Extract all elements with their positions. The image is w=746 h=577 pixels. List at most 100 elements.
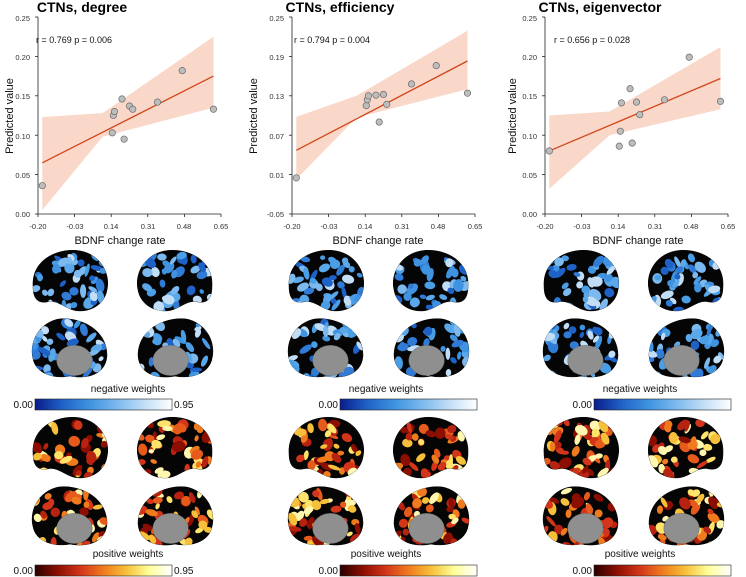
brain-parcel: [311, 500, 322, 511]
brain-parcel: [451, 268, 459, 278]
brain-parcel: [710, 339, 720, 348]
brain-parcel: [89, 291, 98, 302]
brain-parcel: [404, 506, 413, 518]
brain-parcel: [201, 456, 209, 468]
brain-parcel: [347, 505, 357, 513]
brain-parcel: [405, 433, 413, 441]
brain-parcel: [657, 534, 667, 541]
brain-parcel: [86, 332, 97, 343]
brain-parcel: [703, 526, 712, 534]
brain-parcel: [50, 507, 61, 517]
brain-parcel: [328, 291, 339, 300]
brain-parcel: [162, 294, 175, 305]
x-tick-label: 0.31: [141, 222, 156, 231]
brain-parcel: [66, 338, 79, 347]
y-tick-label: 0.20: [15, 53, 30, 62]
brain-parcel: [696, 460, 708, 469]
brain-parcel: [32, 421, 45, 428]
brain-parcel: [668, 431, 678, 444]
brain-parcel: [162, 260, 171, 267]
x-tick-label: -0.20: [536, 222, 553, 231]
brain-parcel: [50, 537, 57, 546]
brain-parcel: [444, 434, 454, 440]
data-point: [118, 95, 126, 103]
brain-parcel: [694, 261, 706, 273]
data-point: [209, 105, 218, 113]
brain-parcel: [456, 351, 462, 360]
brain-parcel: [342, 260, 351, 269]
brain-parcel: [196, 270, 208, 280]
brain-parcel: [563, 288, 572, 297]
brain-parcel: [420, 471, 432, 478]
stat-text-degree: r = 0.769 p = 0.006: [36, 35, 112, 45]
brain-parcel: [595, 335, 603, 349]
data-point: [463, 89, 472, 97]
x-tick-label: -0.03: [320, 222, 337, 231]
brain-parcel: [457, 499, 466, 509]
brain-parcel: [37, 274, 43, 282]
brain-parcel: [311, 341, 318, 349]
brain-parcel: [445, 368, 452, 377]
brain-parcel: [649, 322, 657, 333]
brain-parcel: [402, 438, 413, 448]
brain-parcel: [451, 339, 464, 348]
brain-parcel: [82, 367, 93, 378]
brain-parcel: [662, 458, 669, 465]
brain-parcel: [549, 461, 560, 470]
brain-parcel: [565, 509, 572, 519]
brain-parcel: [681, 295, 691, 304]
brain-parcel: [56, 332, 66, 341]
positive-weights-label-degree: positive weights: [93, 549, 164, 560]
brain-parcel: [561, 542, 572, 546]
brain-parcel: [660, 332, 666, 341]
brain-parcel: [185, 342, 195, 353]
brain-parcel: [333, 332, 341, 341]
colorbar-negative: [34, 398, 173, 411]
brain-parcel: [708, 285, 721, 294]
brain-parcel: [59, 455, 73, 464]
brain-parcel: [184, 537, 193, 546]
brain-parcel: [571, 446, 580, 457]
brain-parcel: [327, 423, 337, 434]
brain-parcel: [298, 491, 309, 503]
chart-marks-layer: [31, 16, 732, 577]
brain-parcel: [649, 524, 658, 536]
y-tick-label: 0.15: [522, 92, 537, 101]
brain-parcel: [341, 286, 347, 299]
brain-parcel: [554, 267, 566, 278]
brain-parcel: [560, 450, 570, 455]
colorbar-positive: [34, 564, 173, 577]
brain-parcel: [323, 438, 332, 445]
brain-parcel: [157, 420, 171, 428]
brain-parcel: [445, 347, 451, 360]
brain-parcel: [599, 298, 608, 311]
brain-parcel: [354, 523, 361, 534]
brain-parcel: [145, 434, 155, 443]
brain-parcel: [560, 527, 568, 536]
brain-parcel: [574, 425, 588, 436]
brain-parcel: [411, 433, 419, 441]
brain-parcel: [151, 439, 162, 449]
colorbar-max-label: 0.95: [174, 566, 194, 577]
brain-parcel: [81, 540, 91, 546]
brain-parcel: [593, 255, 604, 268]
brain-parcel: [32, 320, 43, 328]
brain-parcel: [608, 350, 616, 358]
y-tick-label: 0.05: [522, 171, 537, 180]
brain-parcel: [43, 364, 51, 374]
brain-parcel: [356, 341, 363, 351]
brain-parcel: [83, 501, 90, 508]
x-tick-label: -0.20: [29, 222, 46, 231]
chart-title-eigenvector: CTNs, eigenvector: [539, 0, 662, 15]
brain-parcel: [591, 428, 600, 438]
brain-parcel: [348, 266, 355, 273]
brain-parcel: [694, 472, 702, 478]
y-tick-label: 0.07: [269, 132, 284, 141]
brain-parcel: [657, 445, 668, 456]
medial-wall: [152, 345, 189, 376]
brain-parcel: [339, 467, 346, 475]
medial-wall: [408, 513, 445, 544]
brain-parcel: [154, 467, 164, 474]
brain-parcel: [145, 509, 158, 517]
colorbar-min-label: 0.00: [14, 566, 34, 577]
